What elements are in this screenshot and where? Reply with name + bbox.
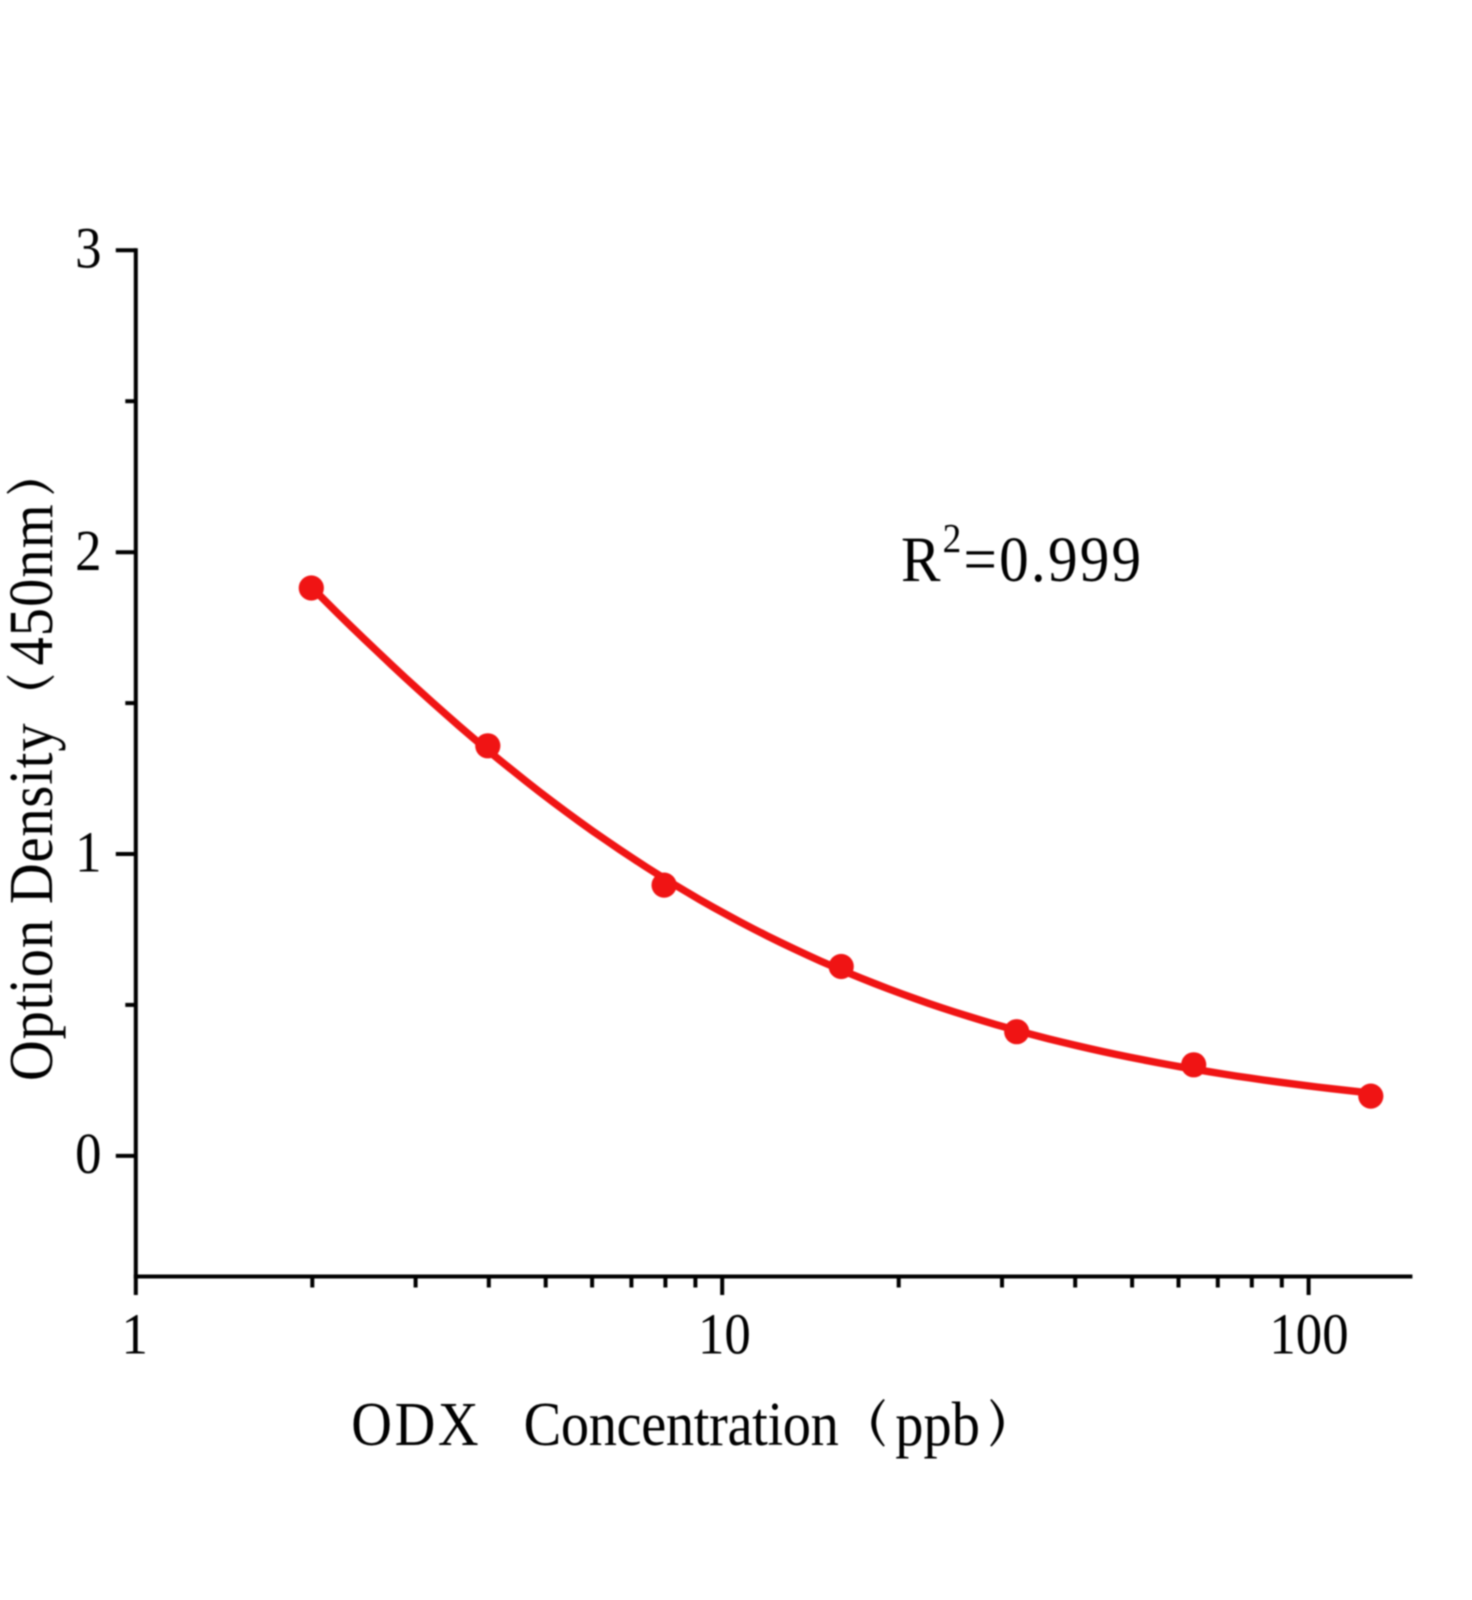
svg-text:450nm: 450nm [0,503,66,665]
svg-text:Concentration: Concentration [524,1389,839,1458]
svg-text:ODX: ODX [351,1389,481,1458]
svg-text:2: 2 [75,519,101,583]
svg-text:ppb: ppb [895,1389,980,1458]
svg-text:0: 0 [75,1122,101,1186]
svg-text:3: 3 [75,216,101,280]
svg-text:1: 1 [122,1302,148,1366]
svg-text:100: 100 [1269,1302,1348,1366]
svg-text:Option Density: Option Density [0,723,66,1081]
svg-text:R2=0.999: R2=0.999 [901,516,1143,595]
svg-text:10: 10 [698,1302,751,1366]
svg-text:1: 1 [75,820,101,884]
